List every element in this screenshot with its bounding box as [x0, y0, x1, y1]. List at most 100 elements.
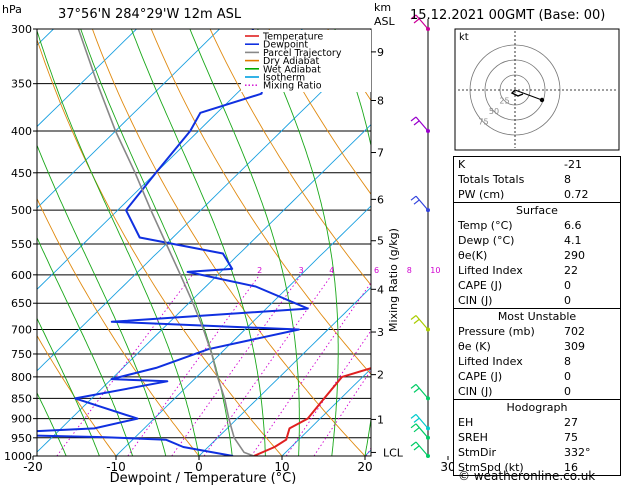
- location-title: 37°56'N 284°29'W 12m ASL: [58, 7, 242, 22]
- datetime-title: 15.12.2021 00GMT (Base: 00): [410, 8, 605, 23]
- legend-label: Isotherm: [263, 73, 305, 84]
- hodograph-row: StmSpd (kt) 16: [454, 460, 620, 475]
- temperature-tick-label: 10: [274, 460, 289, 474]
- temperature-tick-label: -20: [23, 460, 43, 474]
- temperature-tick-label: -10: [106, 460, 126, 474]
- plot-frame: [36, 28, 372, 457]
- pressure-tick-label: 550: [11, 238, 32, 251]
- mixing-ratio-label: 10: [430, 266, 440, 275]
- km-tick-label: 4: [377, 283, 384, 296]
- index-label: Totals Totals: [458, 173, 525, 186]
- legend-label: Temperature: [262, 32, 323, 43]
- index-value: -21: [564, 158, 582, 171]
- surface-row: CAPE (J) 0: [454, 278, 620, 293]
- hodograph-value: 27: [564, 416, 578, 429]
- credit-text: © weatheronline.co.uk: [458, 469, 596, 483]
- surface-label: CAPE (J): [458, 279, 503, 292]
- wet-adiabat-line: [37, 391, 67, 456]
- surface-row: Dewp (°C) 4.1: [454, 233, 620, 248]
- hodograph-label: EH: [458, 416, 474, 429]
- pressure-tick-label: 1000: [4, 450, 32, 463]
- hodograph-label: SREH: [458, 431, 488, 444]
- surface-value: 22: [564, 264, 578, 277]
- km-tick-label: 9: [377, 46, 384, 59]
- hodograph-row: SREH 75: [454, 430, 620, 445]
- parcel-trajectory-line: [77, 29, 255, 456]
- dry-adiabat-line: [209, 29, 371, 286]
- surface-value: 0: [564, 294, 571, 307]
- surface-value: 6.6: [564, 219, 582, 232]
- most-unstable-value: 309: [564, 340, 585, 353]
- mixing-ratio-label: 8: [407, 266, 412, 275]
- isotherm-line: [115, 205, 371, 456]
- dry-adiabat-line: [37, 38, 283, 456]
- most-unstable-row: CAPE (J) 0: [454, 369, 620, 384]
- isotherm-line: [37, 42, 371, 372]
- temperature-line: [253, 367, 371, 456]
- mixing-ratio-line: [203, 274, 333, 456]
- temperature-tick-label: 20: [357, 460, 372, 474]
- temperature-axis: -30-20-10010203040: [23, 456, 539, 474]
- km-tick-label: 6: [377, 193, 384, 206]
- pressure-tick-label: 650: [11, 297, 32, 310]
- legend-label: Parcel Trajectory: [263, 48, 342, 59]
- surface-label: CIN (J): [458, 294, 493, 307]
- km-tick-label: 1: [377, 413, 384, 426]
- storm-motion-dot: [539, 97, 545, 103]
- height-axis: 1 2 3 4 5 6 7 8 9 LCL: [371, 46, 404, 459]
- surface-value: 0: [564, 279, 571, 292]
- storm-motion-vector: [514, 89, 543, 101]
- index-label: K: [458, 158, 466, 171]
- pressure-tick-label: 600: [11, 269, 32, 282]
- most-unstable-row: Pressure (mb) 702: [454, 324, 620, 339]
- most-unstable-label: Pressure (mb): [458, 325, 535, 338]
- hodograph-row: StmDir 332°: [454, 445, 620, 460]
- wet-adiabat-line: [130, 29, 266, 456]
- pressure-tick-label: 500: [11, 204, 32, 217]
- mixing-ratio-label: 4: [329, 266, 334, 275]
- surface-label: Temp (°C): [458, 219, 513, 232]
- wind-barb: [410, 14, 429, 30]
- pressure-tick-label: 700: [11, 324, 32, 337]
- km-tick-label: 3: [377, 326, 384, 339]
- index-row: K -21: [454, 157, 620, 172]
- hodograph-frame: [454, 28, 620, 151]
- isotherm-line: [198, 286, 371, 456]
- mixing-ratio-label: 3: [299, 266, 304, 275]
- hodograph-unit: kt: [459, 32, 469, 43]
- isotherm-line: [37, 29, 303, 290]
- asl-unit-label: ASL: [374, 15, 396, 28]
- pressure-tick-label: 750: [11, 348, 32, 361]
- isotherm-line: [281, 368, 371, 456]
- index-value: 8: [564, 173, 571, 186]
- km-tick-label: 2: [377, 369, 384, 382]
- mixing-ratio-label: 2: [257, 266, 262, 275]
- index-row: Totals Totals 8: [454, 172, 620, 187]
- temperature-tick-label: 0: [195, 460, 203, 474]
- legend-label: Dewpoint: [263, 40, 308, 51]
- pressure-tick-label: 450: [11, 167, 32, 180]
- pressure-tick-label: 800: [11, 371, 32, 384]
- x-axis-label: Dewpoint / Temperature (°C): [110, 471, 297, 486]
- most-unstable-label: CAPE (J): [458, 370, 503, 383]
- legend-label: Wet Adiabat: [263, 64, 321, 75]
- wet-adiabat-line: [37, 29, 200, 456]
- mixing-ratio-line: [313, 369, 371, 456]
- background-grid: [37, 29, 371, 456]
- hodograph-trace: [510, 89, 524, 97]
- wind-barb: [410, 383, 429, 399]
- surface-value: 4.1: [564, 234, 582, 247]
- wet-adiabat-line: [257, 29, 339, 456]
- dry-adiabat-line: [268, 29, 371, 195]
- dry-adiabat-line: [150, 29, 371, 375]
- hodograph-ring-label: 25: [499, 97, 509, 106]
- hodograph-row: EH 27: [454, 415, 620, 430]
- legend-label: Mixing Ratio: [263, 81, 322, 92]
- isotherm-line: [37, 123, 371, 453]
- surface-value: 290: [564, 249, 585, 262]
- hodograph-table-title: Hodograph: [454, 399, 620, 415]
- most-unstable-label: Lifted Index: [458, 355, 523, 368]
- wind-profile: [410, 14, 430, 458]
